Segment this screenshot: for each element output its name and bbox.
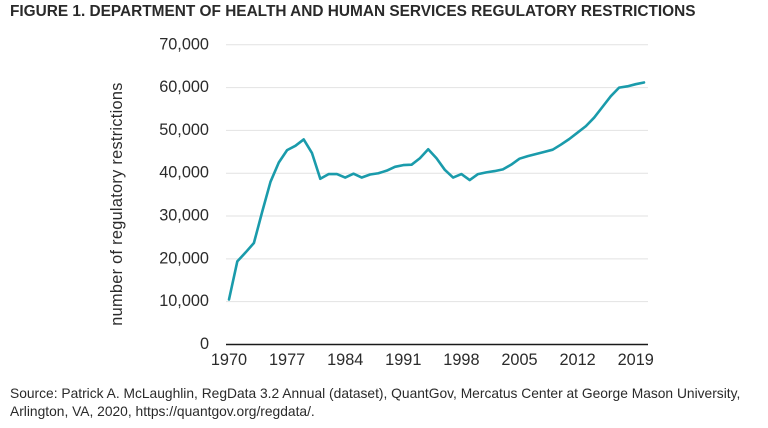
svg-text:2012: 2012 bbox=[559, 351, 595, 369]
svg-text:number of regulatory restricti: number of regulatory restrictions bbox=[108, 82, 126, 325]
svg-text:30,000: 30,000 bbox=[159, 207, 209, 225]
svg-text:0: 0 bbox=[200, 335, 209, 353]
svg-text:60,000: 60,000 bbox=[159, 78, 209, 96]
svg-text:70,000: 70,000 bbox=[159, 35, 209, 53]
svg-text:2005: 2005 bbox=[501, 351, 537, 369]
svg-text:1991: 1991 bbox=[385, 351, 421, 369]
svg-text:1998: 1998 bbox=[443, 351, 479, 369]
svg-text:40,000: 40,000 bbox=[159, 164, 209, 182]
svg-text:20,000: 20,000 bbox=[159, 249, 209, 267]
svg-text:2019: 2019 bbox=[618, 351, 654, 369]
svg-text:10,000: 10,000 bbox=[159, 292, 209, 310]
svg-text:1970: 1970 bbox=[211, 351, 247, 369]
svg-text:1977: 1977 bbox=[269, 351, 305, 369]
svg-text:50,000: 50,000 bbox=[159, 121, 209, 139]
svg-text:1984: 1984 bbox=[327, 351, 363, 369]
